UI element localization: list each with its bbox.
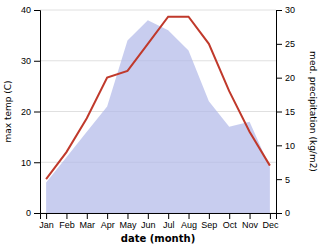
tick: 0 (276, 208, 290, 218)
tick-mark (148, 213, 149, 219)
tick-mark (34, 162, 40, 163)
tick-label: Sep (201, 220, 217, 230)
line (46, 17, 270, 179)
tick-mark (276, 10, 282, 11)
tick-mark (34, 10, 40, 11)
tick: Sep (201, 213, 217, 230)
tick-label: 5 (285, 175, 290, 185)
tick: 5 (276, 175, 290, 185)
tick-mark (270, 213, 271, 219)
tick-label: Jan (39, 220, 54, 230)
tick-label: 30 (285, 5, 295, 15)
tick: Jan (39, 213, 54, 230)
tick-label: Jul (163, 220, 175, 230)
tick: Oct (223, 213, 238, 230)
tick: 15 (276, 107, 295, 117)
tick-mark (87, 213, 88, 219)
tick: 30 (21, 56, 40, 66)
tick-mark (189, 213, 190, 219)
axis-line (277, 11, 283, 214)
tick-label: Jun (141, 220, 156, 230)
tick-mark (276, 44, 282, 45)
tick: Aug (181, 213, 197, 230)
y-axis-title: max temp (C) (3, 80, 13, 142)
tick-mark (168, 213, 169, 219)
tick-mark (46, 213, 47, 219)
tick-mark (250, 213, 251, 219)
axis-line (41, 214, 277, 220)
tick-mark (66, 213, 67, 219)
tick: Dec (262, 213, 279, 230)
tick-label: Oct (223, 220, 238, 230)
grid (40, 10, 276, 213)
y-axis: 0 10 20 30 40 (21, 5, 41, 218)
tick: 10 (276, 141, 295, 151)
tick: Nov (242, 213, 259, 230)
chart: Jan Feb Mar Apr May Jun Jul Aug Sep Oct NovDec 0 10 2… (0, 0, 318, 247)
tick-mark (276, 78, 282, 79)
tick-label: 25 (285, 39, 295, 49)
y2-axis-title: med. precipitation (kg/m2) (308, 51, 318, 172)
tick: Jun (141, 213, 156, 230)
tick: 40 (21, 5, 40, 15)
tick-mark (107, 213, 108, 219)
tick: Mar (80, 213, 96, 230)
tick-label: 0 (26, 208, 31, 218)
tick-label: 0 (285, 208, 290, 218)
tick-mark (276, 145, 282, 146)
x-axis-title: date (month) (121, 233, 195, 244)
tick: 0 (26, 208, 40, 218)
y2-axis: 0 5 10 15 20 25 30 (276, 5, 295, 218)
tick-label: Dec (262, 220, 279, 230)
tick-label: 15 (285, 107, 295, 117)
tick-label: 30 (21, 56, 31, 66)
tick: Jul (163, 213, 175, 230)
x-axis: Jan Feb Mar Apr May Jun Jul Aug Sep Oct NovDec (39, 213, 279, 230)
tick-mark (276, 179, 282, 180)
tick-label: 40 (21, 5, 31, 15)
tick-label: 10 (21, 158, 31, 168)
tick-mark (34, 213, 40, 214)
area (46, 20, 270, 213)
tick-label: Apr (101, 220, 115, 230)
tick-label: Aug (181, 220, 197, 230)
tick: 10 (21, 158, 40, 168)
tick-label: Nov (242, 220, 259, 230)
axis-line (34, 11, 41, 214)
marks (46, 17, 270, 213)
tick: 30 (276, 5, 295, 15)
tick: 25 (276, 39, 295, 49)
tick: Feb (59, 213, 75, 230)
tick-label: 20 (21, 107, 31, 117)
tick-label: Mar (80, 220, 96, 230)
tick-mark (34, 112, 40, 113)
tick-mark (276, 112, 282, 113)
tick: Apr (101, 213, 115, 230)
tick-label: Feb (59, 220, 75, 230)
tick-mark (229, 213, 230, 219)
plot-area: Jan Feb Mar Apr May Jun Jul Aug Sep Oct NovDec 0 10 2… (21, 5, 295, 230)
grid-line (40, 10, 276, 11)
tick-label: 10 (285, 141, 295, 151)
tick: 20 (276, 73, 295, 83)
tick-mark (209, 213, 210, 219)
tick-label: 20 (285, 73, 295, 83)
tick-mark (34, 61, 40, 62)
tick: 20 (21, 107, 40, 117)
tick-label: May (119, 220, 137, 230)
tick: May (119, 213, 137, 230)
tick-mark (127, 213, 128, 219)
tick-mark (276, 213, 282, 214)
